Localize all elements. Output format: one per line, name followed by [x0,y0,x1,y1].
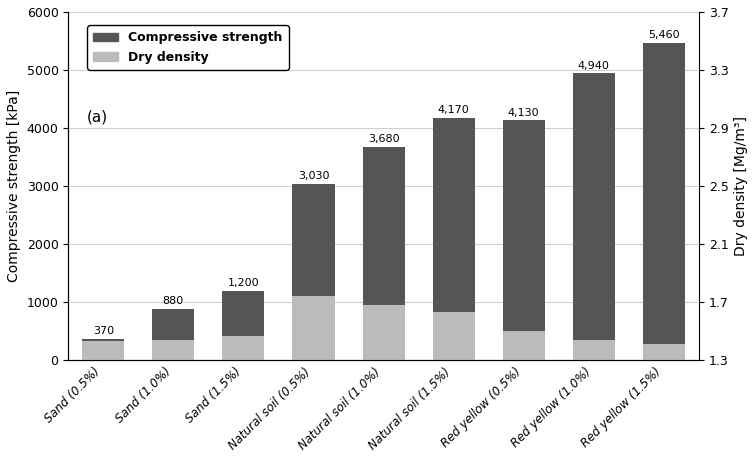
Text: 370: 370 [93,326,114,336]
Text: (a): (a) [87,109,108,124]
Bar [292,185,334,360]
Bar [153,340,194,360]
Legend: Compressive strength, Dry density: Compressive strength, Dry density [87,25,289,70]
Bar [362,146,405,360]
Text: 880: 880 [163,296,184,306]
Text: 1,200: 1,200 [227,278,259,288]
Bar [643,43,685,360]
Bar [643,344,685,360]
Text: 1.43: 1.43 [91,351,116,360]
Text: 1.63: 1.63 [442,343,466,353]
Bar [223,291,264,360]
Bar [573,340,615,360]
Bar [433,312,475,360]
Bar [223,336,264,360]
Bar [153,309,194,360]
Text: 1.47: 1.47 [232,349,255,359]
Text: 4,130: 4,130 [508,107,540,118]
Text: 1.41: 1.41 [652,351,676,361]
Bar [292,297,334,360]
Bar [503,121,545,360]
Text: 1.74: 1.74 [301,339,325,349]
Bar [433,118,475,360]
Bar [573,73,615,360]
Text: 3,030: 3,030 [297,172,329,181]
Text: 5,460: 5,460 [648,30,680,40]
Bar [82,339,125,360]
Text: 3,680: 3,680 [368,134,399,144]
Bar [82,341,125,360]
Text: 4,170: 4,170 [438,105,470,115]
Text: 1.50: 1.50 [512,348,536,358]
Text: 4,940: 4,940 [578,61,610,71]
Text: 1.68: 1.68 [371,341,396,352]
Y-axis label: Compressive strength [kPa]: Compressive strength [kPa] [7,90,21,282]
Text: 1.44: 1.44 [162,350,185,360]
Y-axis label: Dry density [Mg/m³]: Dry density [Mg/m³] [734,116,748,256]
Bar [362,305,405,360]
Bar [503,331,545,360]
Text: 1.44: 1.44 [582,350,606,360]
